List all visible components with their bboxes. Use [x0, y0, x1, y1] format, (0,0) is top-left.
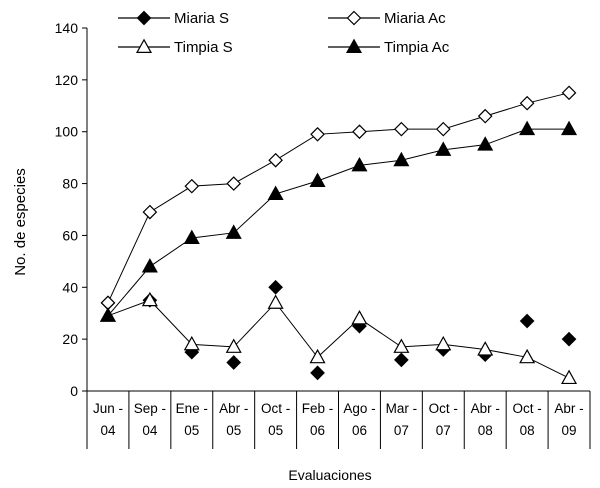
data-point-timpia-ac [393, 151, 410, 167]
data-point-miaria-s [519, 313, 535, 329]
legend-label-miaria-s: Miaria S [174, 10, 229, 27]
series-markers [99, 85, 578, 385]
legend-label-miaria-ac: Miaria Ac [384, 10, 446, 27]
data-point-timpia-s [225, 338, 242, 353]
data-point-miaria-ac [561, 85, 577, 101]
data-point-timpia-s [141, 291, 158, 307]
data-point-timpia-s [435, 335, 452, 351]
x-tick-label: 08 [520, 423, 535, 438]
x-tick-label: 04 [142, 423, 158, 438]
legend-marker-miaria-s [136, 10, 152, 26]
data-point-timpia-ac [435, 141, 452, 156]
data-point-timpia-s [309, 348, 326, 364]
data-point-timpia-s [477, 341, 494, 356]
data-point-timpia-ac [351, 156, 368, 172]
x-tick-label: 07 [436, 423, 451, 438]
data-point-timpia-ac [477, 136, 494, 151]
legend-marker-miaria-ac [346, 10, 362, 26]
x-axis-label: Evaluaciones [288, 467, 371, 483]
series-line-timpia-ac [107, 128, 570, 317]
x-tick-label: Oct - [261, 401, 290, 416]
series-line-timpia-s [107, 299, 570, 379]
data-point-timpia-s [183, 335, 200, 351]
data-point-miaria-ac [435, 121, 451, 137]
x-tick-label: Oct - [429, 401, 458, 416]
x-tick-label: 05 [184, 423, 199, 438]
data-point-miaria-s [561, 331, 577, 347]
x-tick-label: 06 [352, 423, 367, 438]
data-point-miaria-ac [226, 176, 242, 191]
y-tick-label: 40 [62, 279, 78, 295]
y-tick-label: 60 [62, 227, 78, 243]
x-tick-label: Ago - [343, 401, 375, 416]
series-lines [107, 92, 570, 379]
x-tick-label: Ene - [176, 401, 208, 416]
data-point-miaria-s [226, 355, 242, 370]
x-tick-label: Abr - [471, 401, 500, 416]
data-point-timpia-ac [561, 120, 578, 136]
data-point-timpia-s [267, 294, 284, 309]
data-point-timpia-s [519, 348, 536, 364]
y-tick-label: 100 [55, 124, 79, 140]
x-tick-label: 05 [268, 423, 283, 438]
legend: Miaria S Miaria Ac Timpia S Timpia Ac [118, 10, 450, 56]
y-tick-label: 80 [62, 176, 78, 192]
x-tick-label: Oct - [513, 401, 542, 416]
data-point-timpia-ac [519, 120, 536, 136]
data-point-timpia-s [351, 309, 368, 325]
data-point-timpia-ac [225, 224, 242, 239]
y-axis-label: No. de especies [12, 168, 29, 276]
data-point-miaria-ac [477, 108, 493, 124]
x-tick-label: 04 [100, 423, 116, 438]
x-tick-label: 09 [562, 423, 577, 438]
y-tick-label: 20 [62, 331, 78, 347]
x-tick-label: Mar - [386, 401, 418, 416]
data-point-miaria-ac [184, 178, 200, 194]
data-point-miaria-s [310, 365, 325, 381]
axes: 0 20 40 60 80 100 120 140 Jun - 04 Sep - 04 Ene - 05 A… [55, 20, 591, 449]
y-tick-label: 140 [55, 20, 79, 36]
legend-label-timpia-s: Timpia S [174, 39, 233, 56]
data-point-timpia-ac [267, 185, 284, 200]
legend-marker-timpia-s [135, 38, 153, 54]
x-tick-label: Sep - [134, 401, 166, 416]
data-point-timpia-ac [183, 229, 200, 245]
legend-label-timpia-ac: Timpia Ac [384, 39, 450, 56]
legend-marker-timpia-ac [345, 38, 363, 54]
data-point-miaria-s [394, 352, 409, 368]
x-tick-label: Feb - [302, 401, 334, 416]
data-point-miaria-ac [394, 121, 409, 137]
data-point-miaria-ac [310, 126, 325, 142]
data-point-timpia-ac [99, 307, 116, 322]
data-point-miaria-s [268, 279, 283, 295]
y-tick-label: 120 [55, 72, 79, 88]
x-tick-label: 06 [310, 423, 325, 438]
x-tick-label: 08 [478, 423, 493, 438]
series-line-miaria-ac [107, 92, 570, 304]
x-tick-label: Abr - [554, 401, 583, 416]
data-point-miaria-ac [519, 95, 535, 111]
data-point-timpia-ac [309, 172, 326, 187]
data-point-miaria-ac [142, 204, 158, 220]
data-point-miaria-ac [352, 124, 367, 140]
data-point-timpia-ac [141, 258, 158, 273]
data-point-miaria-ac [268, 152, 283, 168]
x-tick-label: Jun - [93, 401, 123, 416]
x-tick-label: 05 [226, 423, 241, 438]
y-tick-label: 0 [70, 383, 78, 399]
x-tick-label: 07 [394, 423, 409, 438]
data-point-timpia-s [561, 369, 578, 385]
data-point-timpia-s [393, 338, 410, 353]
x-tick-label: Abr - [219, 401, 248, 416]
